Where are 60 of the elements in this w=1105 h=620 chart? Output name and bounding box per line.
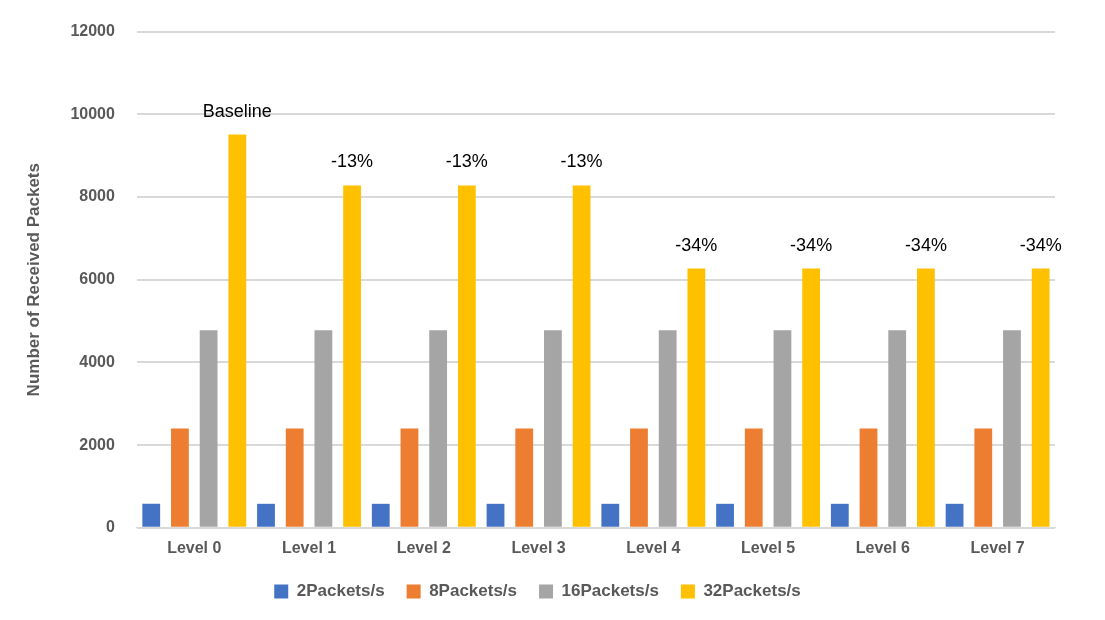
bar: [285, 428, 304, 527]
bar: [314, 330, 333, 527]
annotation: -34%: [904, 234, 947, 255]
x-tick-label: Level 5: [740, 538, 796, 556]
legend-label: 32Packets/s: [703, 581, 801, 601]
y-tick-label: 0: [105, 518, 115, 536]
x-tick-label: Level 0: [167, 538, 222, 556]
y-tick-label: 2000: [79, 435, 115, 453]
y-tick-label: 12000: [70, 22, 115, 40]
bar: [1003, 330, 1021, 527]
bar: [802, 268, 821, 527]
x-tick-label: Level 2: [396, 538, 452, 556]
x-tick-label: Level 1: [281, 538, 337, 556]
bar: [429, 330, 448, 527]
bar: [888, 330, 907, 527]
annotation: -13%: [331, 151, 374, 172]
y-tick-label: 10000: [70, 104, 115, 122]
legend-label: 2Packets/s: [296, 581, 385, 601]
bar: [601, 503, 620, 527]
y-tick-label: 8000: [79, 187, 115, 205]
bar: [917, 268, 935, 527]
annotation: -13%: [445, 151, 488, 172]
y-tick-label: 4000: [79, 352, 115, 370]
annotation: -34%: [675, 234, 718, 255]
bar: [630, 428, 648, 527]
annotation: -34%: [1019, 234, 1062, 255]
bar: [171, 428, 189, 527]
annotation: -34%: [790, 234, 833, 255]
legend-label: 16Packets/s: [561, 581, 659, 601]
bar: [142, 503, 161, 527]
x-tick-label: Level 7: [970, 538, 1025, 556]
bar: [830, 503, 849, 527]
bar: [228, 134, 247, 527]
bar: [371, 503, 390, 527]
bar: [572, 185, 591, 527]
bar: [515, 428, 534, 527]
bar: [773, 330, 792, 527]
bar: [257, 503, 275, 527]
y-tick-label: 6000: [79, 270, 115, 288]
bar: [716, 503, 734, 527]
legend-label: 8Packets/s: [429, 581, 518, 601]
bar: [658, 330, 677, 527]
bar: [343, 185, 361, 527]
bar: [687, 268, 706, 527]
bar: [457, 185, 476, 527]
bar: [744, 428, 763, 527]
bar: [1031, 268, 1050, 527]
bar: [945, 503, 964, 527]
bar: [974, 428, 993, 527]
annotation: -13%: [560, 151, 603, 172]
bar: [199, 330, 218, 527]
bar: [486, 503, 505, 527]
bar: [544, 330, 562, 527]
x-tick-label: Level 3: [511, 538, 566, 556]
bar: [859, 428, 878, 527]
annotation: Baseline: [202, 100, 272, 121]
x-tick-label: Level 6: [855, 538, 911, 556]
x-tick-label: Level 4: [626, 538, 681, 556]
y-axis-title: Number of Received Packets: [23, 163, 43, 397]
bar: [400, 428, 419, 527]
